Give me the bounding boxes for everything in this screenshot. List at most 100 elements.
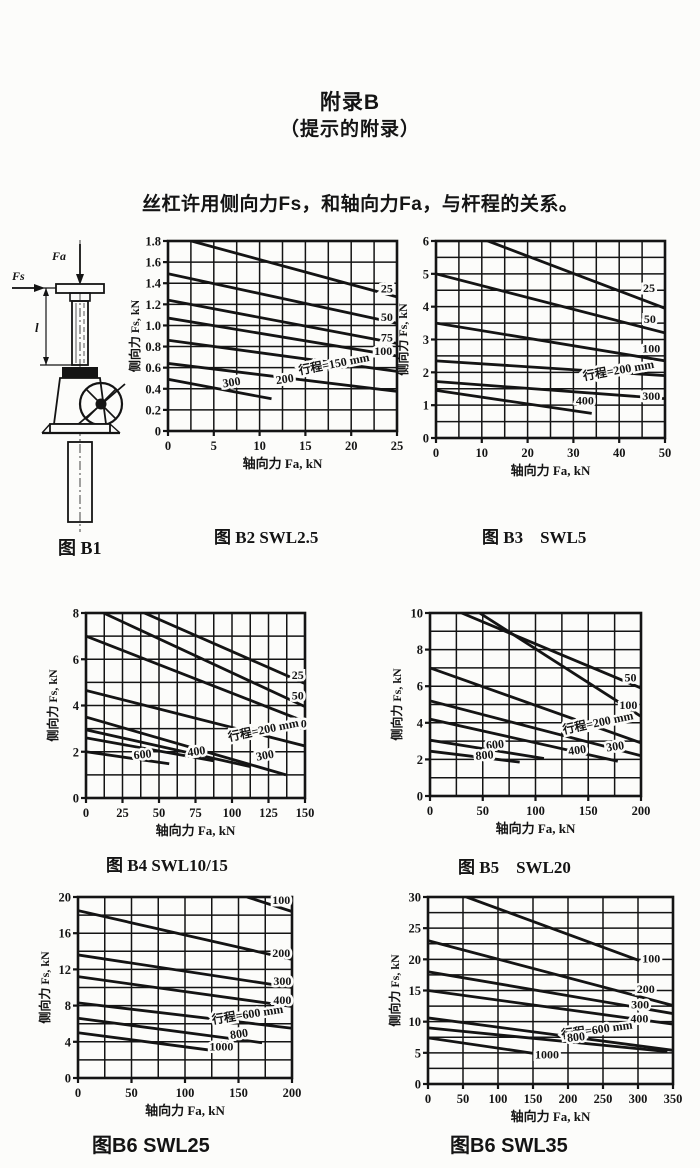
data-line-25 xyxy=(185,241,397,299)
y-tick-label: 0 xyxy=(65,1072,71,1086)
side-force-label: Fs xyxy=(11,269,25,283)
y-tick-label: 0 xyxy=(155,425,161,439)
line-label: 300 xyxy=(642,389,660,403)
base-foot xyxy=(109,423,121,434)
data-line-行程=200 mm xyxy=(86,689,305,748)
top-plate xyxy=(55,283,105,294)
line-label: 100 xyxy=(619,698,637,712)
data-line-100 xyxy=(246,897,292,913)
x-tick-label: 50 xyxy=(125,1086,138,1100)
x-tick-label: 350 xyxy=(664,1092,683,1106)
data-line-400 xyxy=(436,389,592,415)
x-axis-label: 轴向力 Fa, kN xyxy=(156,823,236,838)
data-line-25 xyxy=(483,241,665,310)
line-label: 400 xyxy=(273,993,291,1007)
x-tick-label: 40 xyxy=(613,446,626,460)
y-tick-label: 20 xyxy=(59,891,72,905)
line-label: 50 xyxy=(624,671,636,685)
data-line-200 xyxy=(78,909,292,961)
grid xyxy=(77,896,293,1079)
y-tick-label: 4 xyxy=(65,1035,72,1049)
line-label: 行程=200 mm xyxy=(226,715,300,745)
data-line-300 xyxy=(436,380,665,400)
y-tick-label: 0.2 xyxy=(145,403,161,417)
line-label: 300 xyxy=(605,738,625,754)
x-tick-label: 200 xyxy=(632,804,651,818)
data-line-75 xyxy=(168,298,397,345)
chart-b6a-caption: 图B6 SWL25 xyxy=(92,1135,210,1157)
stroke-length-label: l xyxy=(35,320,39,335)
line-label: 1000 xyxy=(209,1039,233,1053)
y-tick-label: 5 xyxy=(415,1046,421,1060)
x-tick-label: 100 xyxy=(489,1092,508,1106)
y-tick-label: 3 xyxy=(423,333,429,347)
appendix-subtitle: （提示的附录） xyxy=(279,119,420,140)
data-line-行程=600 mm xyxy=(78,1001,292,1030)
y-tick-label: 8 xyxy=(65,999,71,1013)
y-tick-label: 5 xyxy=(423,267,429,281)
y-tick-label: 10 xyxy=(409,1015,422,1029)
data-line-1000 xyxy=(78,1031,209,1052)
y-tick-label: 1.4 xyxy=(145,277,161,291)
data-lines xyxy=(430,613,641,764)
line-label: 300 xyxy=(273,974,291,988)
y-tick-label: 1.2 xyxy=(145,298,161,312)
data-line-行程=200 mm xyxy=(430,666,641,745)
x-tick-label: 0 xyxy=(75,1086,81,1100)
y-tick-label: 1.6 xyxy=(145,256,161,270)
line-label: 25 xyxy=(381,282,393,296)
y-tick-label: 25 xyxy=(409,922,422,936)
data-line-400 xyxy=(430,717,619,763)
line-label: 50 xyxy=(644,312,656,326)
data-line-400 xyxy=(86,728,252,769)
line-label: 50 xyxy=(381,310,393,324)
y-tick-label: 6 xyxy=(417,680,423,694)
x-axis-label: 轴向力 Fa, kN xyxy=(511,1109,591,1124)
x-tick-label: 50 xyxy=(153,806,166,820)
data-line-100 xyxy=(436,321,665,363)
x-tick-label: 150 xyxy=(579,804,598,818)
y-tick-label: 0 xyxy=(423,432,429,446)
data-line-400 xyxy=(78,975,292,1008)
x-axis-label: 轴向力 Fa, kN xyxy=(496,821,576,836)
chart-b6b-caption: 图B6 SWL35 xyxy=(450,1135,568,1157)
intro-sentence: 丝杠许用侧向力Fs，和轴向力Fa，与杆程的关系。 xyxy=(142,194,579,215)
axial-force-label: Fa xyxy=(51,249,66,263)
x-tick-label: 75 xyxy=(189,806,202,820)
y-axis-label: 侧向力 Fs, kN xyxy=(46,669,60,742)
data-line-100 xyxy=(86,634,305,723)
data-line-100 xyxy=(168,316,397,358)
x-tick-label: 0 xyxy=(83,806,89,820)
chart-swl25: 100 200 300 400 行程=600 mm 800 1000 0 50 100 150 200… xyxy=(37,888,305,1122)
x-axis-label: 轴向力 Fa, kN xyxy=(243,456,323,471)
x-axis-label: 轴向力 Fa, kN xyxy=(511,463,591,478)
x-tick-label: 200 xyxy=(283,1086,302,1100)
data-line-300 xyxy=(78,953,292,989)
line-label: 25 xyxy=(292,668,304,682)
plot-frame xyxy=(166,239,399,433)
line-label: 行程=200 mm xyxy=(581,356,655,383)
y-tick-label: 2 xyxy=(423,366,429,380)
axial-force-arrowhead xyxy=(76,274,84,285)
data-line-300 xyxy=(86,715,287,777)
y-tick-label: 0 xyxy=(73,792,79,806)
base-flange xyxy=(49,423,111,434)
y-tick-label: 0 xyxy=(417,790,423,804)
x-tick-label: 125 xyxy=(259,806,278,820)
y-tick-label: 30 xyxy=(409,891,422,905)
chart-b5-caption: 图 B5 SWL20 xyxy=(458,858,571,877)
data-line-50 xyxy=(168,272,397,325)
data-line-行程=200 mm xyxy=(436,359,665,378)
data-line-300 xyxy=(430,699,641,758)
x-tick-label: 150 xyxy=(296,806,315,820)
y-axis-label: 侧向力 Fs, kN xyxy=(390,668,404,741)
line-label: 75 xyxy=(381,330,393,344)
y-tick-label: 0.8 xyxy=(145,340,161,354)
chart-b3-caption: 图 B3 SWL5 xyxy=(482,528,587,547)
y-tick-label: 15 xyxy=(409,984,422,998)
